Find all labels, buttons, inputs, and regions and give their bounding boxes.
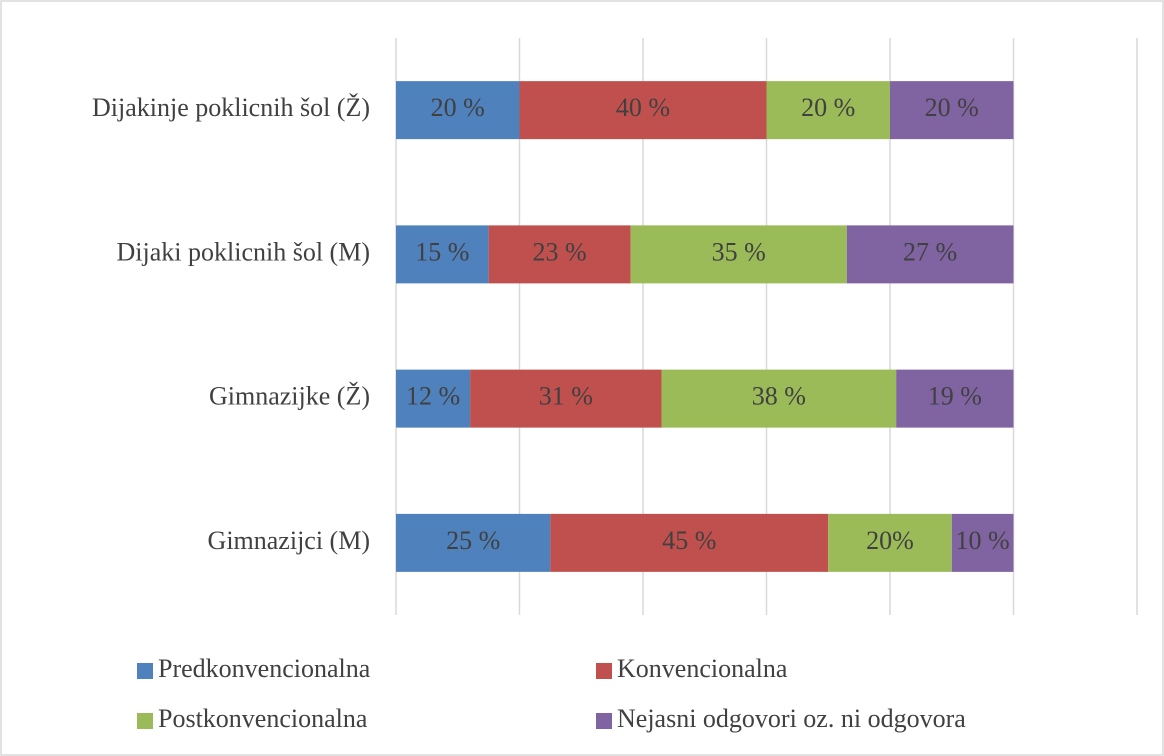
y-tick-label: Dijakinje poklicnih šol (Ž) xyxy=(92,93,370,122)
y-tick-label: Gimnazijci (M) xyxy=(208,526,370,555)
bar-segment xyxy=(766,81,890,140)
y-tick-label: Dijaki poklicnih šol (M) xyxy=(117,237,370,266)
data-label: 40 % xyxy=(616,93,670,122)
data-label: 15 % xyxy=(415,237,469,266)
bar-segment xyxy=(828,513,952,572)
data-label: 19 % xyxy=(928,382,982,411)
data-label: 35 % xyxy=(712,237,766,266)
data-label: 25 % xyxy=(446,526,500,555)
legend-label: Konvencionalna xyxy=(617,654,788,683)
bar-segment xyxy=(396,369,471,428)
data-label: 45 % xyxy=(662,526,716,555)
bar-segment xyxy=(550,513,829,572)
bar-segment xyxy=(661,369,897,428)
bar-segment xyxy=(396,225,489,284)
data-label: 27 % xyxy=(903,237,957,266)
legend-swatch xyxy=(596,713,612,729)
data-label: 38 % xyxy=(752,382,806,411)
data-label: 20 % xyxy=(925,93,979,122)
bar-segment xyxy=(630,225,847,284)
legend-label: Nejasni odgovori oz. ni odgovora xyxy=(617,704,966,733)
data-label: 20 % xyxy=(431,93,485,122)
legend-label: Postkonvencionalna xyxy=(158,704,368,733)
bar-segment xyxy=(488,225,631,284)
bar-segment xyxy=(951,513,1014,572)
bar-segment xyxy=(896,369,1014,428)
bar-segment xyxy=(890,81,1014,140)
bar-segment xyxy=(846,225,1014,284)
bar-segment xyxy=(396,513,551,572)
bar-segment xyxy=(519,81,767,140)
data-label: 20 % xyxy=(801,93,855,122)
data-label: 10 % xyxy=(956,526,1010,555)
legend-swatch xyxy=(137,663,153,679)
legend-label: Predkonvencionalna xyxy=(158,654,371,683)
legend-swatch xyxy=(137,713,153,729)
data-label: 20% xyxy=(866,526,914,555)
y-tick-label: Gimnazijke (Ž) xyxy=(209,382,370,411)
bar-segment xyxy=(470,369,662,428)
legend-swatch xyxy=(596,663,612,679)
bar-segment xyxy=(396,81,520,140)
data-label: 31 % xyxy=(539,382,593,411)
data-label: 23 % xyxy=(533,237,587,266)
data-label: 12 % xyxy=(406,382,460,411)
